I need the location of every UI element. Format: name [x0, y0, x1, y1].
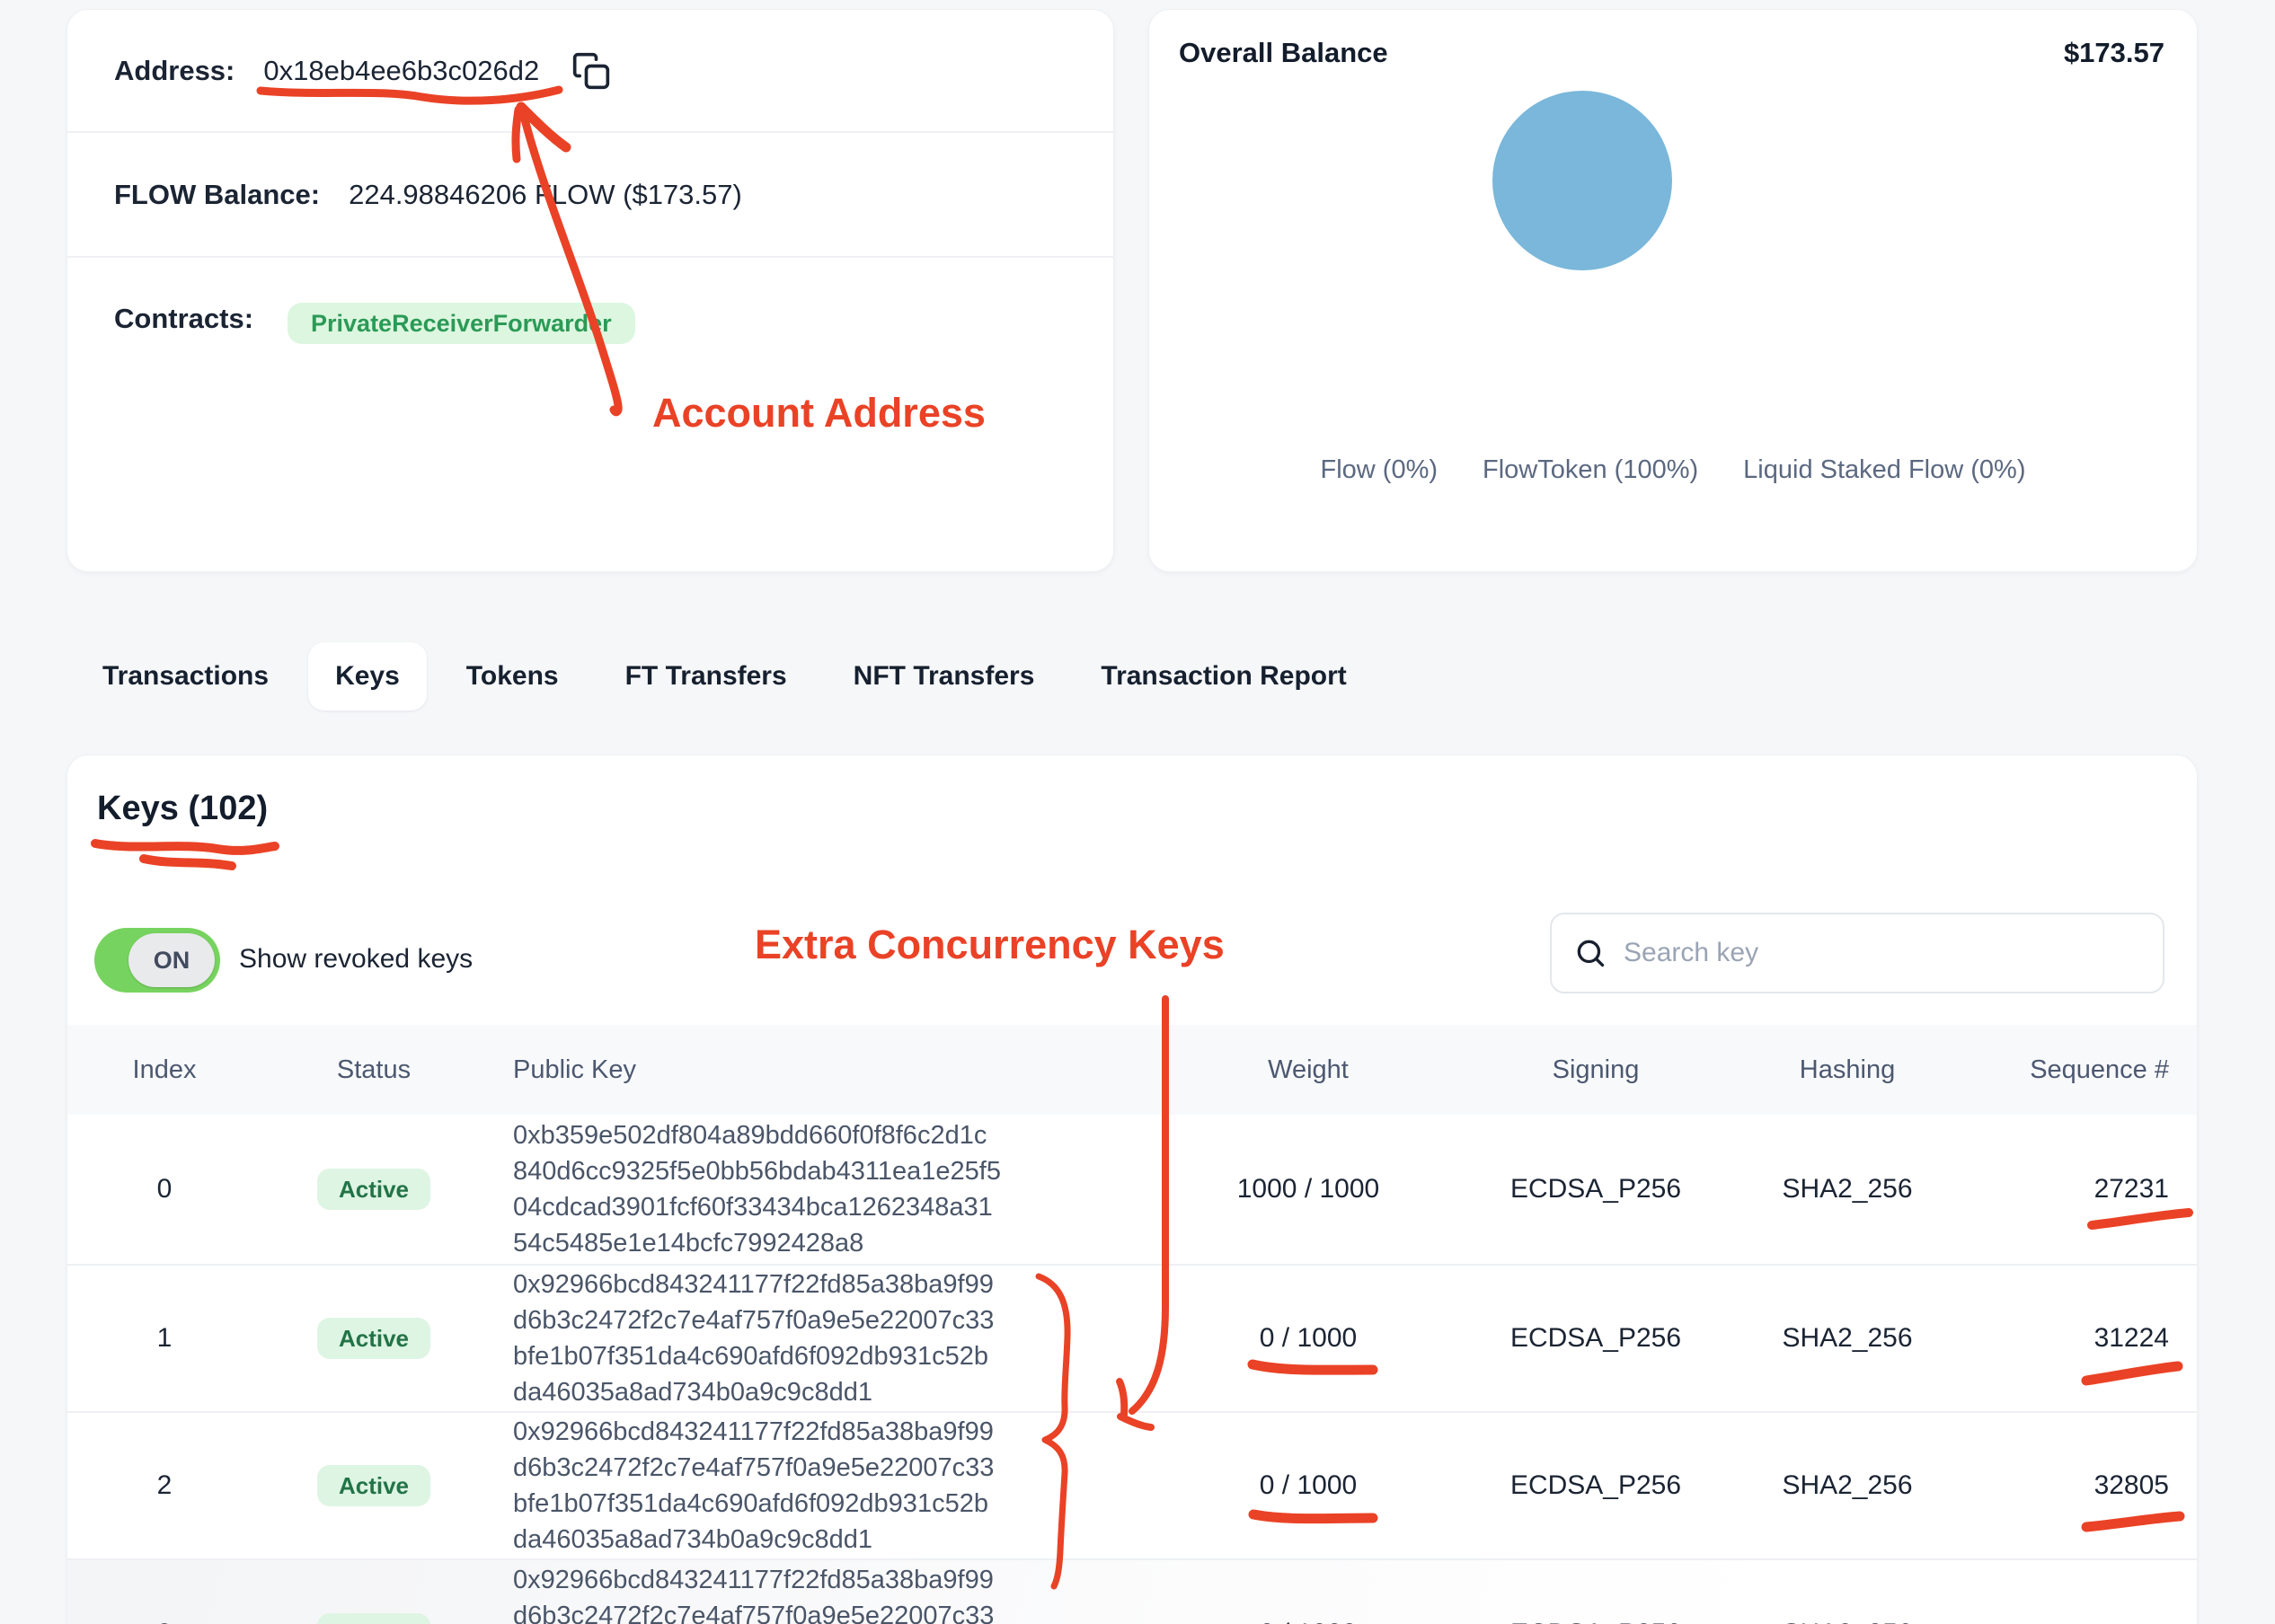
key-status: Active	[261, 1613, 486, 1624]
flow-balance-row: FLOW Balance: 224.98846206 FLOW ($173.57…	[67, 131, 1113, 256]
key-status: Active	[261, 1318, 486, 1359]
overall-balance-card: Overall Balance $173.57 Flow (0%) FlowTo…	[1148, 9, 2198, 572]
keys-table-body: 0 Active 0xb359e502df804a89bdd660f0f8f6c…	[67, 1115, 2197, 1624]
keys-table-header: Index Status Public Key Weight Signing H…	[67, 1025, 2197, 1115]
key-table-row: 0 Active 0xb359e502df804a89bdd660f0f8f6c…	[67, 1115, 2197, 1266]
public-key: 0x92966bcd843241177f22fd85a38ba9f99 d6b3c…	[513, 1566, 995, 1624]
key-signing: ECDSA_P256	[1509, 1174, 1682, 1204]
col-hashing: Hashing	[1799, 1055, 1896, 1084]
flow-balance-label: FLOW Balance:	[114, 178, 321, 210]
col-weight: Weight	[1268, 1055, 1349, 1084]
copy-icon[interactable]	[571, 51, 611, 91]
key-status: Active	[261, 1465, 486, 1506]
overall-balance-amount: $173.57	[2063, 37, 2164, 68]
flow-balance-value: 224.98846206 FLOW ($173.57)	[349, 178, 742, 210]
contract-badge[interactable]: PrivateReceiverForwarder	[288, 303, 635, 344]
public-key: 0x92966bcd843241177f22fd85a38ba9f99 d6b3c…	[513, 1417, 995, 1554]
address-label: Address:	[114, 54, 235, 86]
show-revoked-toggle[interactable]: ON	[94, 928, 220, 993]
account-info-card: Address: 0x18eb4ee6b3c026d2 FLOW Balance…	[66, 9, 1114, 572]
key-hashing: SHA2_256	[1782, 1323, 1913, 1353]
col-public-key: Public Key	[513, 1055, 637, 1084]
key-weight: 0 / 1000	[1164, 1619, 1452, 1624]
donut-legend: Flow (0%) FlowToken (100%) Liquid Staked…	[1149, 455, 2197, 485]
key-table-row: 1 Active 0x92966bcd843241177f22fd85a38ba…	[67, 1266, 2197, 1413]
toggle-knob[interactable]: ON	[128, 933, 215, 987]
key-signing: ECDSA_P256	[1509, 1470, 1682, 1500]
show-revoked-label: Show revoked keys	[239, 944, 474, 974]
public-key: 0x92966bcd843241177f22fd85a38ba9f99 d6b3c…	[513, 1270, 995, 1407]
public-key: 0xb359e502df804a89bdd660f0f8f6c2d1c 840d6…	[513, 1121, 1001, 1258]
col-sequence: Sequence #	[2030, 1055, 2169, 1084]
tab-bar: Transactions Keys Tokens FT Transfers NF…	[75, 642, 1374, 710]
contracts-row: Contracts: PrivateReceiverForwarder	[67, 256, 1113, 571]
key-status: Active	[261, 1169, 486, 1210]
key-index: 2	[156, 1470, 173, 1500]
search-icon	[1577, 940, 1605, 967]
legend-liquid-staked-flow: Liquid Staked Flow (0%)	[1743, 455, 2026, 484]
search-key-box[interactable]	[1550, 913, 2164, 993]
key-signing: ECDSA_P256	[1452, 1619, 1739, 1624]
key-hashing: SHA2_256	[1739, 1619, 1955, 1624]
status-badge: Active	[316, 1465, 431, 1506]
tab-transactions[interactable]: Transactions	[102, 661, 270, 691]
key-index: 0	[156, 1174, 173, 1204]
key-sequence: 27231	[2094, 1174, 2169, 1204]
search-key-input[interactable]	[1624, 938, 2141, 968]
key-sequence: 32805	[2094, 1470, 2169, 1500]
tab-keys[interactable]: Keys	[308, 642, 427, 710]
legend-flowtoken: FlowToken (100%)	[1483, 455, 1699, 484]
tab-tokens[interactable]: Tokens	[465, 661, 559, 691]
key-table-row: 3 Active 0x92966bcd843241177f22fd85a38ba…	[67, 1560, 2197, 1624]
key-hashing: SHA2_256	[1782, 1470, 1913, 1500]
balance-donut-chart	[1492, 91, 1672, 270]
col-status: Status	[336, 1055, 412, 1084]
tab-nft-transfers[interactable]: NFT Transfers	[853, 661, 1035, 691]
keys-panel-title: Keys (102)	[97, 790, 269, 827]
account-address-value: 0x18eb4ee6b3c026d2	[263, 54, 540, 86]
key-index: 3	[67, 1619, 261, 1624]
contracts-label: Contracts:	[114, 303, 254, 334]
status-badge: Active	[316, 1318, 431, 1359]
col-index: Index	[132, 1055, 197, 1084]
status-badge: Active	[316, 1613, 431, 1624]
key-hashing: SHA2_256	[1782, 1174, 1913, 1204]
status-badge: Active	[316, 1169, 431, 1210]
overall-balance-title: Overall Balance	[1179, 37, 1388, 68]
key-table-row: 2 Active 0x92966bcd843241177f22fd85a38ba…	[67, 1413, 2197, 1560]
key-signing: ECDSA_P256	[1509, 1323, 1682, 1353]
keys-panel: Keys (102) ON Show revoked keys Index St…	[66, 755, 2198, 1624]
tab-ft-transfers[interactable]: FT Transfers	[624, 661, 787, 691]
key-weight: 1000 / 1000	[1236, 1174, 1380, 1204]
key-weight: 0 / 1000	[1259, 1323, 1358, 1353]
key-index: 1	[156, 1323, 173, 1353]
address-row: Address: 0x18eb4ee6b3c026d2	[67, 10, 1113, 131]
legend-flow: Flow (0%)	[1320, 455, 1438, 484]
key-weight: 0 / 1000	[1259, 1470, 1358, 1500]
key-sequence: 31224	[2094, 1323, 2169, 1353]
tab-transaction-report[interactable]: Transaction Report	[1101, 661, 1347, 691]
col-signing: Signing	[1552, 1055, 1640, 1084]
